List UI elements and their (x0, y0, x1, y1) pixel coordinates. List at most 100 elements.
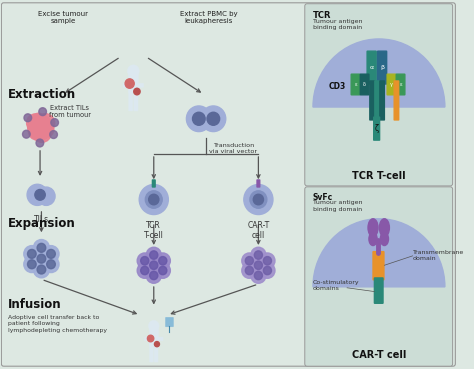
Circle shape (33, 261, 49, 278)
Text: Excise tumour
sample: Excise tumour sample (38, 11, 88, 24)
Circle shape (146, 258, 161, 273)
Circle shape (207, 112, 219, 125)
FancyBboxPatch shape (123, 83, 129, 87)
Circle shape (186, 106, 211, 132)
Circle shape (37, 254, 46, 263)
FancyBboxPatch shape (387, 74, 396, 95)
Circle shape (24, 114, 32, 122)
Text: TCR T-cell: TCR T-cell (352, 171, 406, 181)
Circle shape (146, 247, 161, 263)
Circle shape (125, 79, 134, 88)
Circle shape (36, 139, 44, 147)
FancyBboxPatch shape (165, 317, 173, 327)
Circle shape (141, 256, 149, 265)
Text: ε: ε (399, 82, 402, 87)
FancyBboxPatch shape (374, 278, 383, 303)
Circle shape (35, 189, 45, 200)
FancyBboxPatch shape (154, 344, 158, 362)
Circle shape (242, 263, 257, 278)
FancyBboxPatch shape (149, 327, 158, 345)
Text: Adoptive cell transfer back to
patient following
lymphodepleting chemotherapy: Adoptive cell transfer back to patient f… (8, 315, 107, 333)
Circle shape (251, 268, 266, 283)
Circle shape (51, 118, 58, 127)
Text: δ: δ (363, 82, 366, 87)
Circle shape (46, 249, 55, 258)
Circle shape (33, 239, 49, 256)
Circle shape (134, 88, 140, 95)
Circle shape (27, 114, 44, 132)
Circle shape (260, 253, 275, 269)
Circle shape (251, 247, 266, 263)
Circle shape (159, 256, 167, 265)
Text: Extract TILs
from tumour: Extract TILs from tumour (49, 105, 91, 118)
Circle shape (24, 246, 40, 262)
Text: Tumour antigen
binding domain: Tumour antigen binding domain (313, 19, 363, 30)
Ellipse shape (368, 219, 378, 237)
Circle shape (23, 130, 30, 138)
Circle shape (27, 260, 36, 269)
Circle shape (146, 268, 161, 283)
FancyBboxPatch shape (149, 344, 153, 362)
Text: β: β (380, 65, 384, 70)
Circle shape (37, 265, 46, 274)
FancyBboxPatch shape (145, 337, 150, 341)
FancyBboxPatch shape (137, 83, 144, 87)
Circle shape (137, 263, 152, 278)
Circle shape (255, 261, 263, 269)
FancyBboxPatch shape (374, 117, 380, 140)
Circle shape (149, 194, 159, 205)
Circle shape (255, 271, 263, 280)
Circle shape (128, 65, 139, 77)
Circle shape (43, 246, 59, 262)
Ellipse shape (379, 219, 390, 237)
Circle shape (146, 191, 162, 208)
FancyBboxPatch shape (367, 51, 376, 84)
Circle shape (43, 256, 59, 273)
Text: Extract PBMC by
leukapheresis: Extract PBMC by leukapheresis (180, 11, 237, 24)
FancyBboxPatch shape (134, 90, 138, 111)
Circle shape (155, 342, 159, 347)
Text: Tumour antigen
binding domain: Tumour antigen binding domain (313, 200, 363, 212)
FancyBboxPatch shape (305, 187, 453, 366)
FancyBboxPatch shape (360, 74, 369, 95)
Circle shape (251, 258, 266, 273)
Text: α: α (370, 65, 374, 70)
FancyBboxPatch shape (157, 337, 163, 341)
Circle shape (244, 184, 273, 214)
Circle shape (250, 191, 267, 208)
Circle shape (155, 253, 170, 269)
Text: TCR: TCR (313, 11, 331, 20)
Circle shape (27, 249, 36, 258)
Circle shape (33, 251, 49, 267)
Circle shape (139, 184, 168, 214)
Circle shape (201, 106, 226, 132)
Text: ζ: ζ (374, 124, 379, 133)
Circle shape (264, 266, 272, 275)
Text: ε: ε (354, 82, 357, 87)
Text: CAR-T
cell: CAR-T cell (247, 221, 270, 240)
FancyBboxPatch shape (378, 51, 387, 84)
Circle shape (37, 187, 55, 206)
Circle shape (150, 271, 158, 280)
FancyBboxPatch shape (153, 180, 155, 187)
Circle shape (36, 114, 55, 133)
Text: Transduction
via viral vector: Transduction via viral vector (210, 143, 257, 154)
Circle shape (159, 266, 167, 275)
Circle shape (37, 244, 46, 252)
FancyBboxPatch shape (370, 81, 374, 120)
Wedge shape (313, 39, 445, 107)
Text: γ: γ (390, 82, 393, 87)
Circle shape (150, 261, 158, 269)
FancyBboxPatch shape (375, 81, 379, 120)
Circle shape (33, 123, 51, 142)
Circle shape (148, 320, 159, 331)
Circle shape (137, 253, 152, 269)
Ellipse shape (369, 232, 377, 245)
FancyBboxPatch shape (128, 73, 138, 93)
Circle shape (46, 260, 55, 269)
FancyBboxPatch shape (305, 4, 453, 186)
FancyBboxPatch shape (351, 74, 360, 95)
Circle shape (245, 256, 254, 265)
Circle shape (150, 251, 158, 259)
Circle shape (50, 131, 57, 138)
